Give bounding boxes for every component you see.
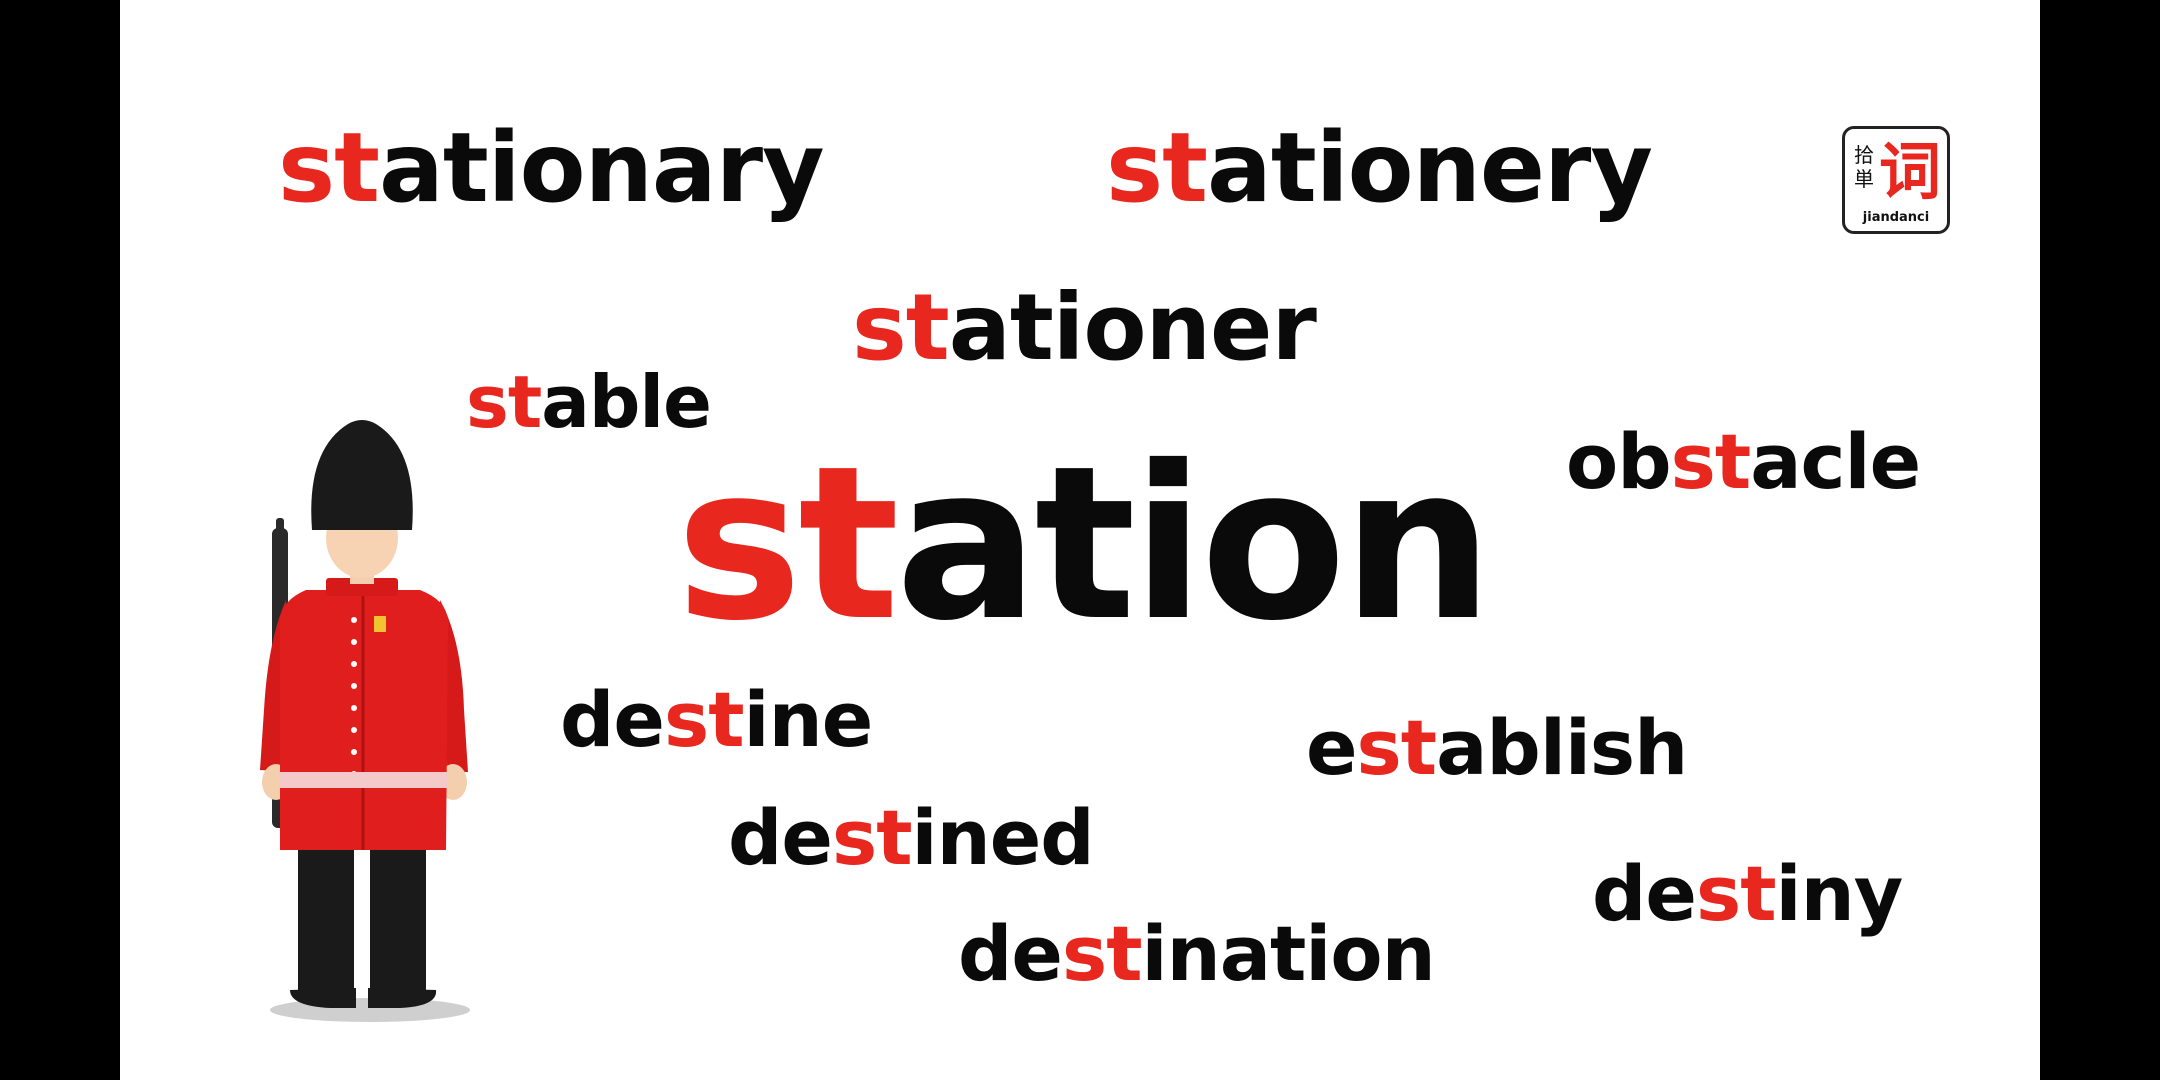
word-highlight: st bbox=[278, 112, 380, 224]
word-prefix: ob bbox=[1566, 417, 1672, 506]
bearskin-hat bbox=[311, 420, 413, 530]
word-highlight: st bbox=[663, 675, 745, 764]
word-prefix: de bbox=[728, 793, 833, 882]
belt bbox=[280, 772, 448, 788]
word-obstacle: obstacle bbox=[1566, 424, 1921, 500]
word-prefix: de bbox=[958, 909, 1063, 998]
word-rest: ine bbox=[743, 675, 874, 764]
word-prefix: e bbox=[1306, 703, 1358, 792]
word-rest: ined bbox=[911, 793, 1095, 882]
word-stationer: stationer bbox=[852, 282, 1317, 374]
logo-roman-text: jiandanci bbox=[1862, 210, 1930, 225]
rifle-tip bbox=[276, 518, 284, 538]
word-stationary: stationary bbox=[278, 120, 825, 216]
word-stationery: stationery bbox=[1106, 120, 1653, 216]
word-rest: ationer bbox=[948, 274, 1317, 381]
word-destined: destined bbox=[728, 800, 1095, 876]
word-highlight: st bbox=[1695, 849, 1777, 938]
badge bbox=[374, 616, 386, 632]
word-rest: ationery bbox=[1207, 112, 1653, 224]
word-highlight: st bbox=[852, 274, 950, 381]
word-destine: destine bbox=[560, 682, 873, 758]
collar bbox=[326, 578, 398, 596]
word-prefix: de bbox=[560, 675, 665, 764]
word-highlight: st bbox=[831, 793, 913, 882]
royal-guard-soldier-icon bbox=[260, 420, 470, 1022]
word-rest: ation bbox=[895, 420, 1494, 667]
slide-canvas: stationary stationery stationer stable s… bbox=[120, 0, 2040, 1080]
logo-big-glyph: 词 bbox=[1879, 135, 1942, 208]
word-station-main: station bbox=[676, 438, 1493, 650]
word-highlight: st bbox=[1670, 417, 1752, 506]
word-highlight: st bbox=[1106, 112, 1208, 224]
word-destiny: destiny bbox=[1592, 856, 1903, 932]
logo-small-glyphs: 拾単 bbox=[1854, 143, 1874, 191]
word-highlight: st bbox=[466, 360, 542, 444]
word-destination: destination bbox=[958, 916, 1436, 992]
right-leg bbox=[370, 850, 426, 995]
left-leg bbox=[298, 850, 354, 995]
right-shoe bbox=[368, 988, 437, 1008]
word-rest: iny bbox=[1775, 849, 1904, 938]
word-rest: ablish bbox=[1436, 703, 1688, 792]
word-establish: establish bbox=[1306, 710, 1688, 786]
word-rest: acle bbox=[1750, 417, 1921, 506]
word-highlight: st bbox=[1061, 909, 1143, 998]
word-rest: able bbox=[541, 360, 712, 444]
word-rest: ationary bbox=[379, 112, 825, 224]
word-highlight: st bbox=[676, 420, 900, 667]
word-prefix: de bbox=[1592, 849, 1697, 938]
word-highlight: st bbox=[1356, 703, 1438, 792]
left-shoe bbox=[290, 988, 356, 1008]
word-rest: ination bbox=[1141, 909, 1436, 998]
word-stable: stable bbox=[466, 366, 712, 438]
brand-logo: 拾単 词 jiandanci bbox=[1842, 126, 1950, 234]
